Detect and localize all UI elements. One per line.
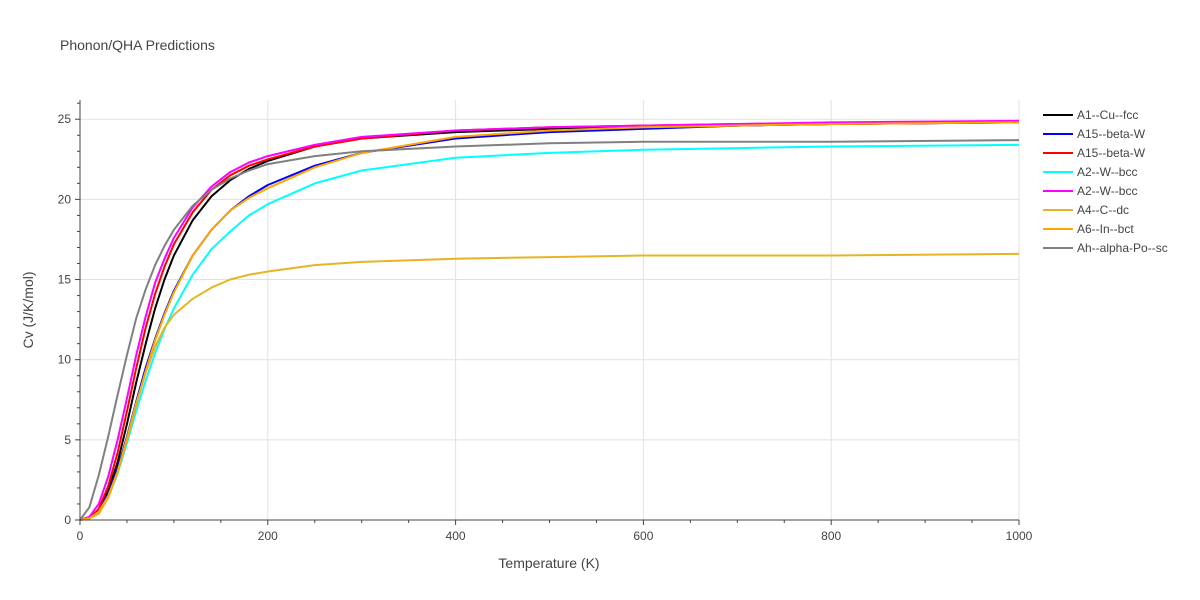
legend-label: A6--In--bct (1077, 222, 1134, 236)
y-tick-label: 15 (58, 273, 72, 287)
chart-title: Phonon/QHA Predictions (60, 37, 215, 53)
x-tick-label: 800 (821, 529, 841, 543)
x-axis-title: Temperature (K) (498, 555, 599, 571)
legend-item[interactable]: A1--Cu--fcc (1043, 108, 1138, 122)
legend-label: A15--beta-W (1077, 146, 1146, 160)
legend-label: A4--C--dc (1077, 203, 1129, 217)
legend-label: A2--W--bcc (1077, 184, 1137, 198)
legend-item[interactable]: A15--beta-W (1043, 127, 1146, 141)
series-line-7 (79, 121, 1020, 521)
series-line-5 (79, 119, 1020, 521)
legend: A1--Cu--fcc A15--beta-W A15--beta-W A2--W--… (1043, 108, 1168, 255)
y-tick-label: 5 (64, 433, 71, 447)
x-tick-label: 1000 (1006, 529, 1033, 543)
x-tick-label: 400 (446, 529, 466, 543)
legend-label: A1--Cu--fcc (1077, 108, 1138, 122)
series-line-8 (79, 139, 1020, 521)
y-tick-label: 20 (58, 192, 72, 206)
legend-item[interactable]: A4--C--dc (1043, 203, 1129, 217)
series-line-1 (79, 121, 1020, 521)
ticks: 0 200 400 600 800 1000 0 5 10 15 20 25 (58, 102, 1033, 543)
legend-label: A2--W--bcc (1077, 165, 1137, 179)
legend-label: A15--beta-W (1077, 127, 1146, 141)
plot-area (79, 119, 1020, 521)
legend-item[interactable]: A15--beta-W (1043, 146, 1146, 160)
legend-label: Ah--alpha-Po--sc (1077, 241, 1168, 255)
y-tick-label: 10 (58, 353, 72, 367)
legend-item[interactable]: A6--In--bct (1043, 222, 1134, 236)
legend-item[interactable]: A2--W--bcc (1043, 184, 1137, 198)
y-axis-title: Cv (J/K/mol) (20, 272, 36, 349)
y-tick-label: 25 (58, 112, 72, 126)
legend-item[interactable]: Ah--alpha-Po--sc (1043, 241, 1168, 255)
series-line-6 (79, 252, 1020, 521)
series-line-3 (79, 121, 1020, 521)
series-line-4 (79, 143, 1020, 521)
y-tick-label: 0 (64, 513, 71, 527)
x-tick-label: 600 (633, 529, 653, 543)
x-tick-label: 200 (258, 529, 278, 543)
grid (80, 100, 1020, 520)
legend-item[interactable]: A2--W--bcc (1043, 165, 1137, 179)
axes (79, 100, 1019, 521)
x-tick-label: 0 (77, 529, 84, 543)
